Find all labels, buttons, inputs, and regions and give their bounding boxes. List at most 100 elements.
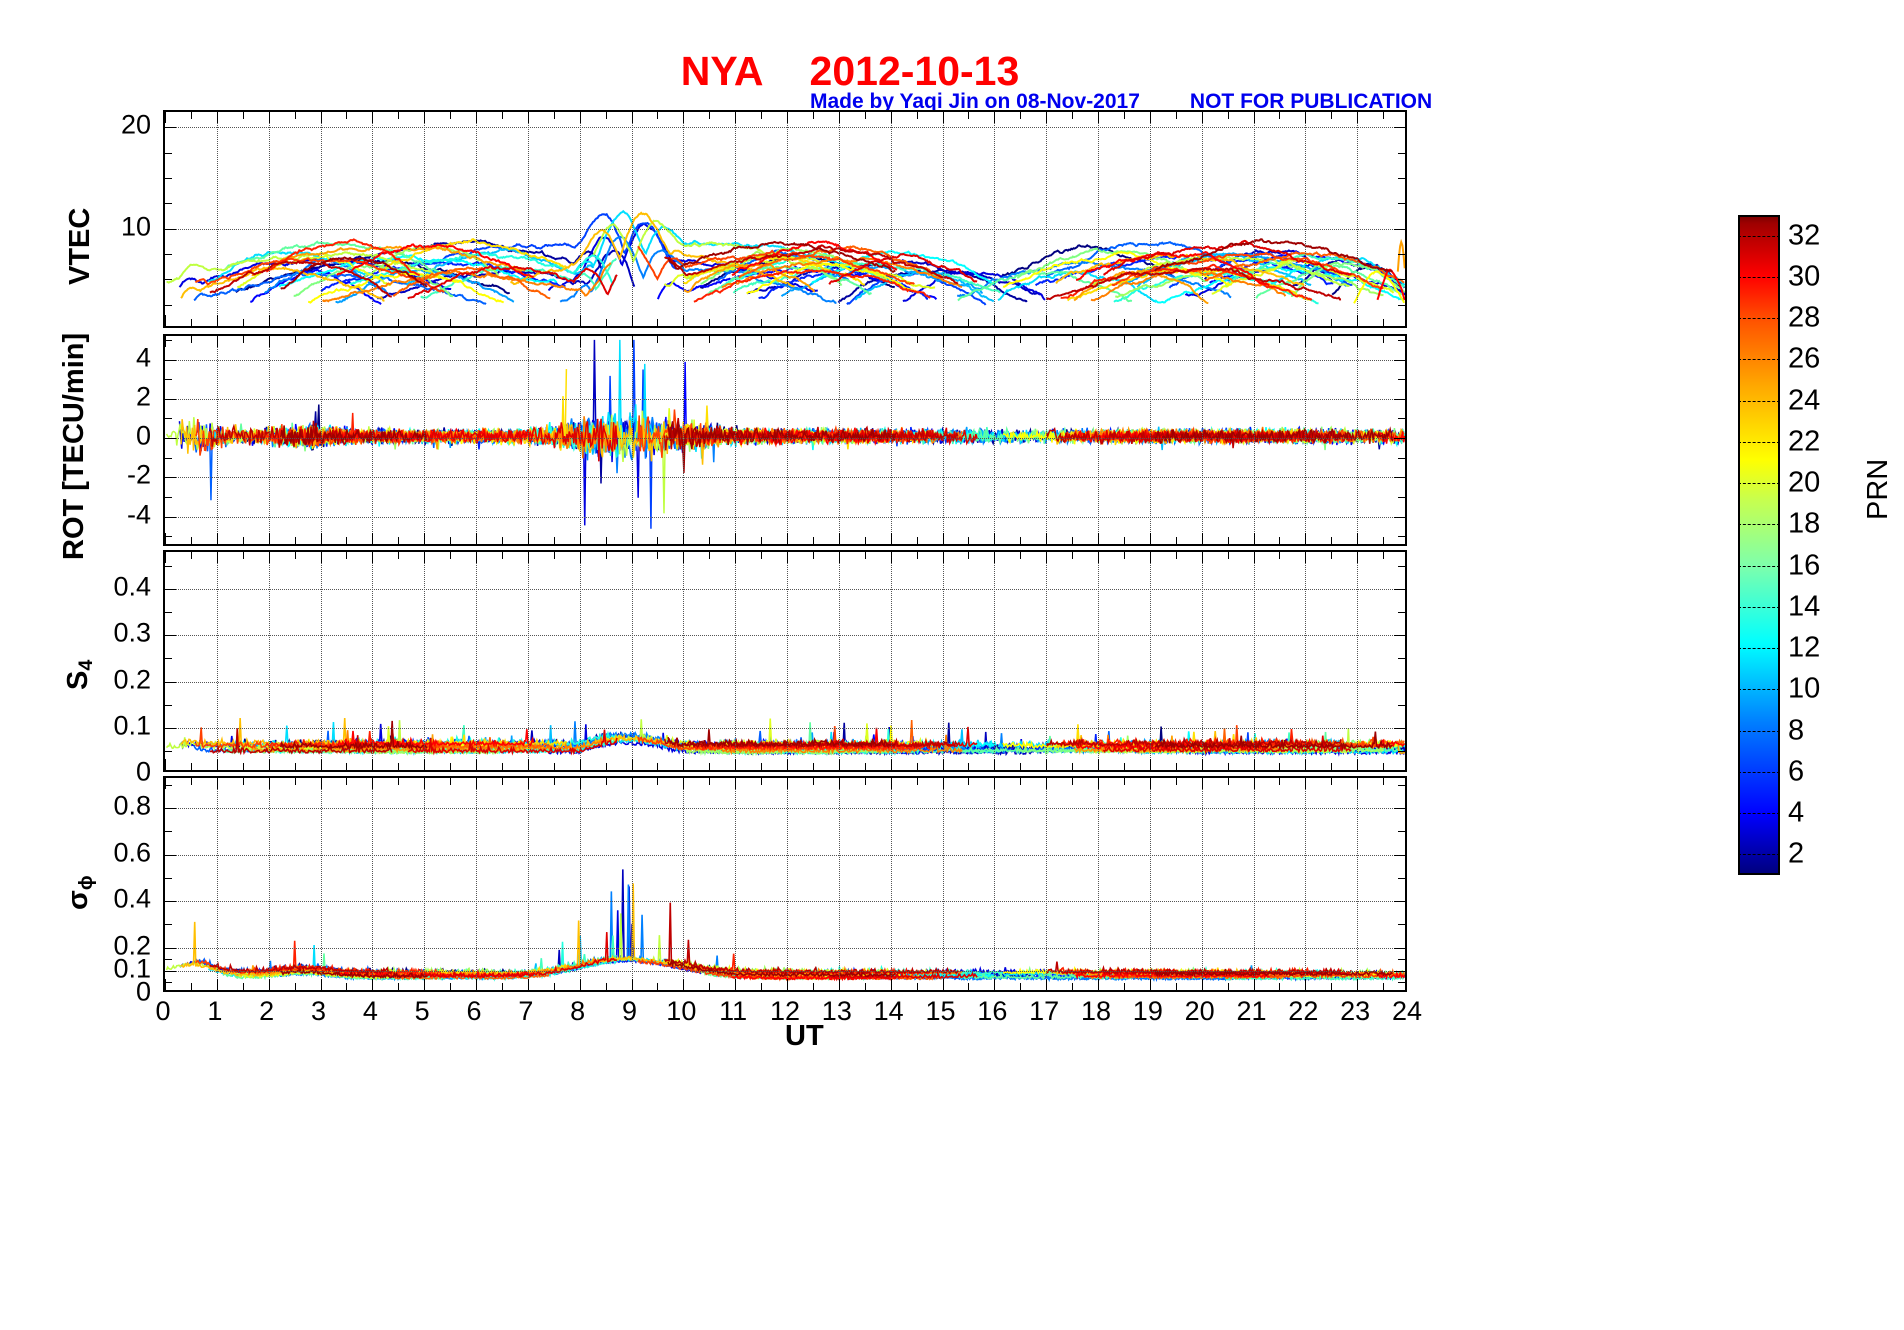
axis-tick	[320, 112, 322, 123]
axis-tick	[1394, 477, 1405, 479]
grid-line-vertical	[216, 552, 218, 770]
axis-tick-minor	[501, 537, 503, 544]
data-trace	[280, 967, 428, 980]
y-axis-tick-label: 0.3	[113, 617, 151, 648]
axis-tick	[216, 336, 218, 347]
prn-colorbar[interactable]	[1738, 215, 1780, 875]
data-trace	[559, 235, 837, 304]
x-axis-tick-label: 16	[977, 996, 1008, 1026]
axis-tick	[1253, 336, 1255, 347]
axis-tick-minor	[553, 552, 555, 559]
axis-tick	[1149, 112, 1151, 123]
colorbar-tick	[1738, 730, 1780, 732]
colorbar-tick	[1738, 276, 1780, 278]
axis-tick	[372, 336, 374, 347]
x-axis-tick-label: 7	[518, 996, 534, 1026]
y-axis-tick-label: 0.4	[113, 883, 151, 914]
axis-tick-minor	[709, 983, 711, 990]
axis-tick-minor	[165, 152, 172, 154]
data-trace	[667, 729, 896, 749]
axis-tick	[838, 112, 840, 123]
axis-tick	[372, 778, 374, 789]
axis-tick-minor	[812, 552, 814, 559]
axis-tick	[1394, 438, 1405, 440]
axis-tick	[1357, 552, 1359, 563]
colorbar-tick	[1738, 771, 1780, 773]
axis-tick-minor	[916, 319, 918, 326]
panel-sigma-phi	[163, 776, 1407, 992]
colorbar-tick	[1738, 813, 1780, 815]
axis-tick	[1253, 979, 1255, 990]
y-axis-tick-label: 0.6	[113, 837, 151, 868]
y-axis-tick-label: 0	[135, 976, 151, 1007]
grid-line-vertical	[1253, 778, 1255, 990]
colorbar-tick	[1738, 854, 1780, 856]
grid-line-vertical	[476, 778, 477, 990]
axis-tick-minor	[242, 763, 244, 770]
axis-tick	[1046, 315, 1048, 326]
axis-tick-minor	[1227, 763, 1229, 770]
grid-line-vertical	[320, 112, 322, 326]
axis-tick-minor	[1331, 552, 1333, 559]
axis-tick	[424, 533, 426, 544]
data-trace	[407, 729, 618, 756]
axis-tick	[165, 315, 166, 326]
axis-tick-minor	[1331, 336, 1333, 343]
axis-tick-minor	[1020, 112, 1022, 119]
grid-line-vertical	[942, 778, 944, 990]
grid-line-vertical	[994, 336, 996, 544]
axis-tick	[1149, 336, 1151, 347]
axis-tick-minor	[242, 112, 244, 119]
colorbar-tick-label: 28	[1788, 301, 1821, 334]
axis-tick	[735, 533, 737, 544]
axis-tick-minor	[398, 112, 400, 119]
grid-line-vertical	[1149, 336, 1151, 544]
data-trace	[846, 271, 987, 306]
grid-line-vertical	[735, 112, 737, 326]
axis-tick-minor	[1123, 552, 1125, 559]
axis-tick	[1357, 759, 1359, 770]
axis-tick-minor	[346, 778, 348, 785]
grid-line-horizontal	[165, 438, 1405, 440]
axis-tick-minor	[501, 336, 503, 343]
y-axis-tick-label: 0.1	[113, 710, 151, 741]
grid-line-vertical	[476, 336, 477, 544]
axis-tick-minor	[605, 778, 607, 785]
axis-tick-minor	[450, 319, 452, 326]
data-trace	[999, 244, 1177, 280]
y-axis-tick-label: 10	[120, 211, 151, 242]
grid-line-vertical	[890, 336, 892, 544]
axis-tick	[579, 759, 581, 770]
axis-tick-minor	[605, 112, 607, 119]
axis-tick-minor	[165, 418, 172, 420]
axis-tick	[787, 112, 788, 123]
axis-tick-minor	[190, 319, 192, 326]
axis-tick	[1357, 336, 1359, 347]
grid-line-vertical	[527, 778, 529, 990]
axis-tick-minor	[709, 336, 711, 343]
grid-line-horizontal	[165, 516, 1405, 518]
axis-tick-minor	[1331, 983, 1333, 990]
axis-tick	[1394, 127, 1405, 129]
axis-tick-minor	[761, 112, 763, 119]
colorbar-tick	[1738, 483, 1780, 485]
grid-line-vertical	[994, 552, 996, 770]
axis-tick-minor	[1175, 778, 1177, 785]
axis-tick	[1253, 552, 1255, 563]
colorbar-tick-label: 8	[1788, 714, 1805, 747]
grid-line-vertical	[1305, 778, 1307, 990]
axis-tick	[268, 315, 270, 326]
axis-tick-minor	[709, 552, 711, 559]
axis-tick	[683, 112, 685, 123]
x-axis-tick-label: 15	[925, 996, 956, 1026]
axis-tick-minor	[553, 778, 555, 785]
axis-tick-minor	[1227, 537, 1229, 544]
axis-tick	[631, 759, 633, 770]
axis-tick	[216, 315, 218, 326]
axis-tick	[476, 759, 477, 770]
grid-line-vertical	[838, 778, 840, 990]
y-axis-tick-label: 2	[135, 381, 151, 412]
grid-line-vertical	[1305, 336, 1307, 544]
axis-tick	[1394, 854, 1405, 856]
axis-tick	[1149, 552, 1151, 563]
